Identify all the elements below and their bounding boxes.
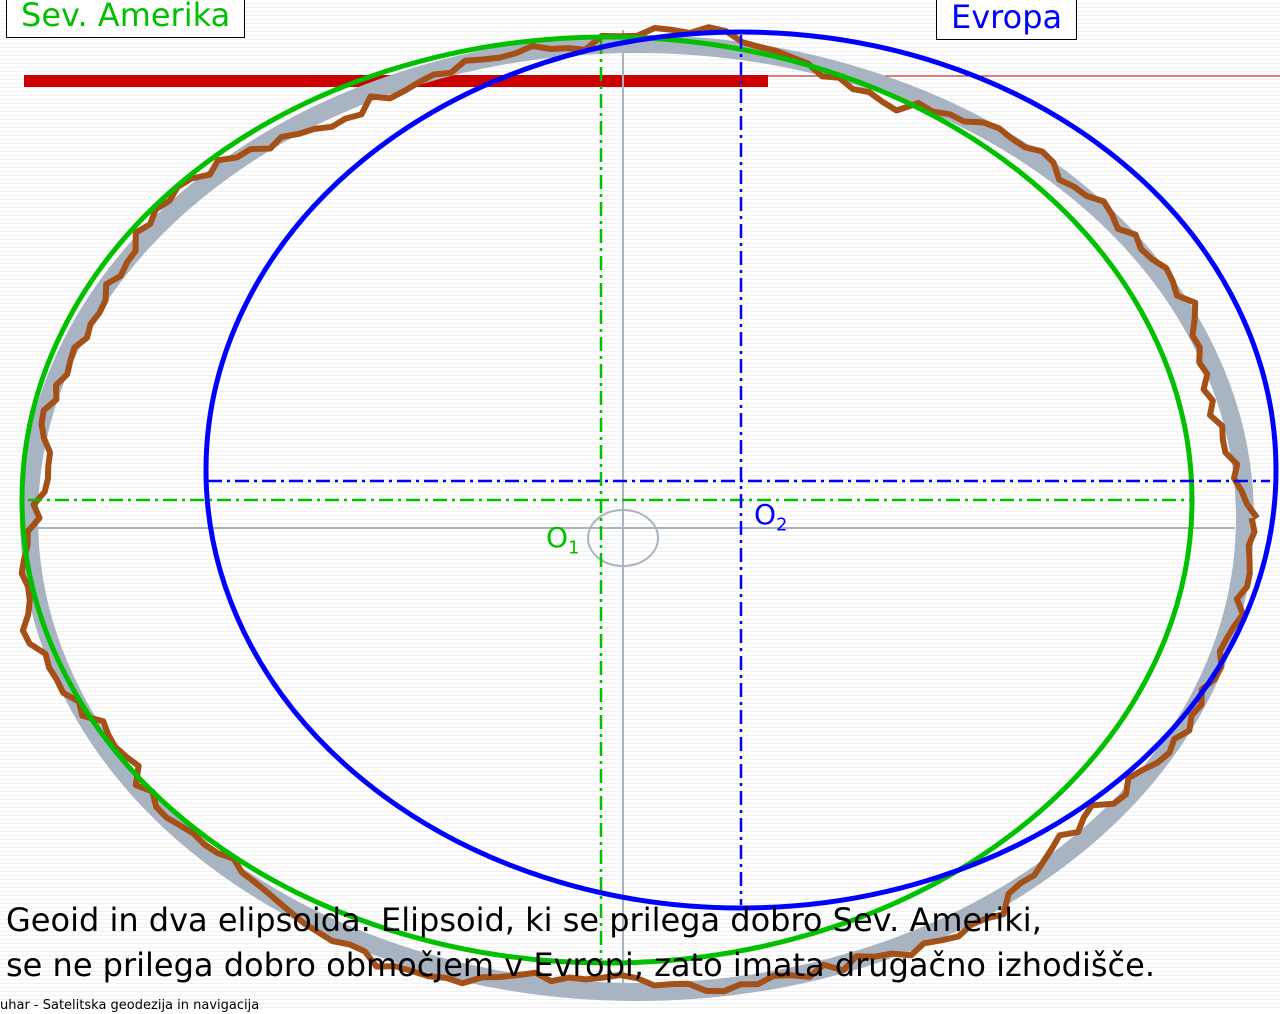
origin-1-label: O1 bbox=[546, 523, 580, 564]
origin-1-letter: O bbox=[546, 521, 569, 554]
label-europe: Evropa bbox=[936, 0, 1078, 40]
reference-ellipse bbox=[20, 35, 1254, 1001]
caption-line-2: se ne prilega dobro območjem v Evropi, z… bbox=[6, 946, 1155, 984]
label-north-america: Sev. Amerika bbox=[6, 0, 246, 38]
center-small-ellipse bbox=[587, 509, 659, 567]
ellipsoid-north-america bbox=[19, 34, 1195, 966]
origin-2-letter: O bbox=[754, 498, 777, 531]
caption-line-1: Geoid in dva elipsoida. Elipsoid, ki se … bbox=[6, 901, 1042, 939]
origin-2-subscript: 2 bbox=[776, 514, 788, 536]
origin-1-subscript: 1 bbox=[568, 537, 580, 559]
footer-text: uhar - Satelitska geodezija in navigacij… bbox=[0, 998, 260, 1013]
origin-2-label: O2 bbox=[754, 500, 788, 541]
ellipsoid-europe bbox=[203, 29, 1279, 911]
geoid-curve bbox=[18, 24, 1260, 995]
